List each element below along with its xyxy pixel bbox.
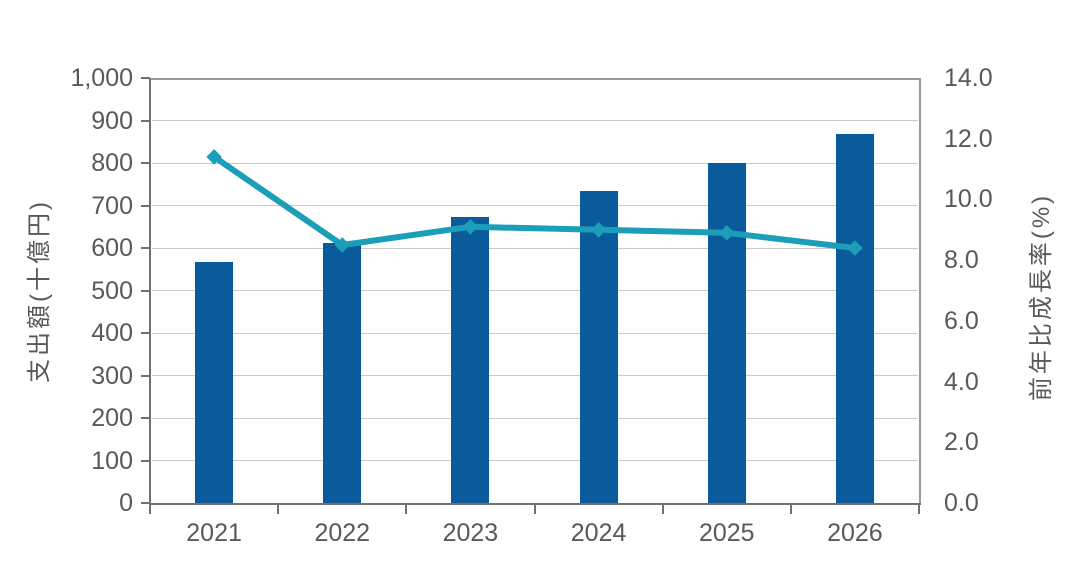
x-axis-tick xyxy=(149,505,151,514)
x-axis-tick-label: 2026 xyxy=(827,519,883,547)
y-axis-tick xyxy=(141,119,150,122)
y-axis-line xyxy=(149,78,151,507)
gridline xyxy=(152,162,918,164)
gridline xyxy=(152,460,918,461)
secondary-axis-tick-label: 6.0 xyxy=(944,306,979,335)
gridline xyxy=(152,205,918,206)
plot-border-right xyxy=(919,78,921,505)
y-axis-tick xyxy=(141,247,150,249)
bar-2026 xyxy=(835,134,874,503)
y-axis-tick xyxy=(141,332,150,334)
y-axis-tick xyxy=(141,162,150,164)
bar-2025 xyxy=(707,163,746,503)
line-marker-diamond xyxy=(462,219,479,235)
bar-2024 xyxy=(579,190,618,503)
gridline xyxy=(152,290,918,291)
y-axis-tick-label: 0 xyxy=(119,489,133,517)
x-axis-tick xyxy=(661,505,664,514)
y-axis-tick xyxy=(141,459,150,462)
secondary-axis-tick-label: 0.0 xyxy=(944,489,979,517)
secondary-axis-tick-label: 4.0 xyxy=(944,367,979,396)
y-axis-tick-label: 600 xyxy=(91,234,133,262)
line-marker-diamond xyxy=(847,240,863,256)
x-axis-tick-label: 2022 xyxy=(314,519,371,547)
gridline xyxy=(152,332,918,334)
y-axis-tick xyxy=(141,289,150,292)
y-axis-tick xyxy=(141,77,150,79)
y-axis-tick-label: 900 xyxy=(91,106,133,135)
y-axis-tick-label: 500 xyxy=(91,276,133,305)
x-axis-tick-label: 2025 xyxy=(698,519,755,547)
x-axis-tick xyxy=(918,505,920,514)
y-axis-tick xyxy=(141,374,150,377)
secondary-axis-tick-label: 12.0 xyxy=(944,124,993,153)
y-axis-tick xyxy=(141,204,150,207)
y-axis-tick-label: 300 xyxy=(91,361,133,390)
y-axis-tick-label: 400 xyxy=(91,319,133,347)
x-axis-tick xyxy=(789,505,792,514)
x-axis-tick xyxy=(277,505,280,514)
x-axis-tick-label: 2024 xyxy=(570,519,627,547)
x-axis-line xyxy=(149,503,921,505)
y-axis-tick-label: 1,000 xyxy=(70,64,133,92)
secondary-axis-tick-label: 8.0 xyxy=(944,246,979,275)
growth-line-series xyxy=(206,149,863,256)
bar-2021 xyxy=(195,261,234,503)
y-axis-tick xyxy=(141,417,150,419)
gridline xyxy=(152,120,918,121)
y-axis-tick-label: 200 xyxy=(91,404,133,432)
secondary-axis-tick-label: 2.0 xyxy=(944,428,979,457)
secondary-axis-tick-label: 10.0 xyxy=(944,185,993,214)
bar-2022 xyxy=(323,242,362,503)
gridline xyxy=(152,375,918,376)
y-axis-tick-label: 700 xyxy=(91,191,133,220)
line-marker-diamond xyxy=(719,225,735,241)
x-axis-tick xyxy=(533,505,536,514)
x-axis-tick xyxy=(405,505,408,514)
gridline xyxy=(152,417,918,419)
y-axis-tick-label: 800 xyxy=(91,149,133,177)
x-axis-tick-label: 2023 xyxy=(442,519,499,547)
growth-line xyxy=(212,154,856,251)
gridline xyxy=(152,247,918,249)
line-marker-diamond xyxy=(590,222,607,238)
plot-border-top xyxy=(150,78,921,80)
y-axis-tick-label: 100 xyxy=(91,446,133,475)
line-marker-diamond xyxy=(334,237,351,253)
y-axis-tick xyxy=(141,502,150,504)
bar-2023 xyxy=(451,217,490,503)
x-axis-tick-label: 2021 xyxy=(186,519,242,547)
secondary-axis-tick-label: 14.0 xyxy=(944,64,993,92)
